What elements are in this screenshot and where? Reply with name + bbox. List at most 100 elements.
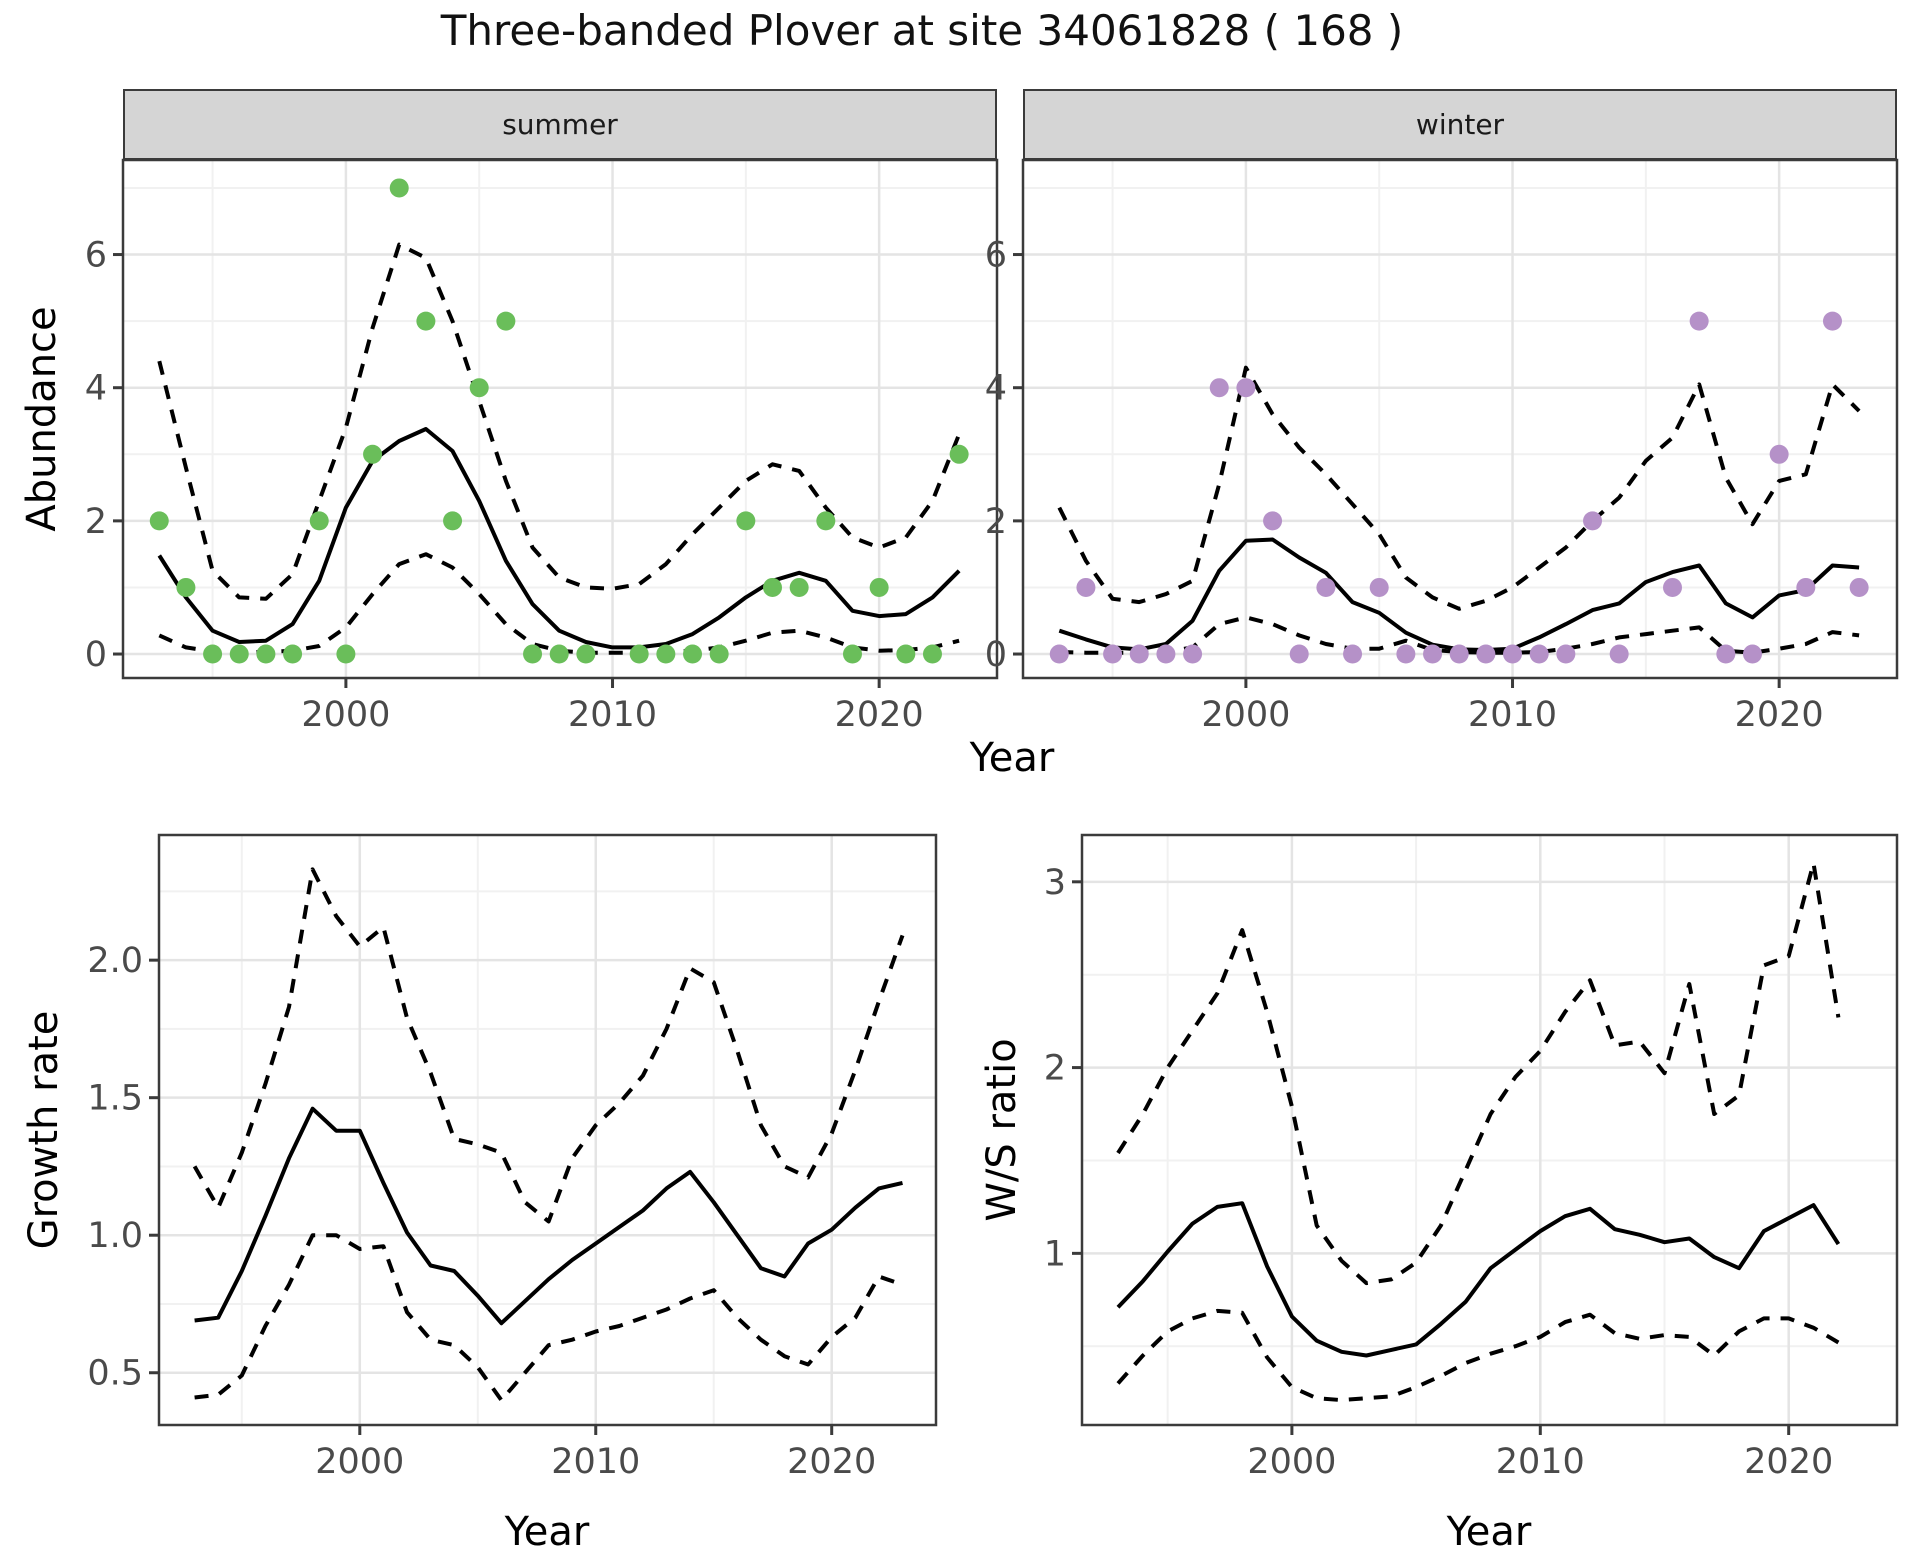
ws-x-tick-label: 2020 bbox=[1744, 1442, 1833, 1482]
summer-x-tick-label: 2000 bbox=[301, 695, 390, 735]
summer-data-point bbox=[816, 511, 836, 531]
summer-y-tick-label: 6 bbox=[85, 236, 107, 276]
facet-strip-summer-label: summer bbox=[502, 108, 618, 141]
summer-data-point bbox=[576, 644, 596, 664]
winter-x-tick-label: 2020 bbox=[1735, 695, 1824, 735]
winter-data-point bbox=[1449, 644, 1469, 664]
summer-y-tick-label: 0 bbox=[85, 635, 107, 675]
growth-x-tick-label: 2020 bbox=[787, 1442, 876, 1482]
summer-x-tick-label: 2020 bbox=[835, 695, 924, 735]
ws-x-tick-label: 2000 bbox=[1247, 1442, 1336, 1482]
summer-data-point bbox=[149, 511, 169, 531]
winter-data-point bbox=[1369, 577, 1389, 597]
winter-data-point bbox=[1156, 644, 1176, 664]
x-axis-title-year-top: Year bbox=[969, 735, 1055, 781]
winter-data-point bbox=[1103, 644, 1123, 664]
winter-data-point bbox=[1209, 378, 1229, 398]
winter-y-tick-label: 4 bbox=[985, 369, 1007, 409]
winter-data-point bbox=[1049, 644, 1069, 664]
summer-data-point bbox=[176, 577, 196, 597]
growth-y-tick-label: 1.5 bbox=[87, 1079, 143, 1119]
y-axis-title-growth-rate: Growth rate bbox=[21, 1010, 67, 1250]
winter-x-tick-label: 2010 bbox=[1468, 695, 1557, 735]
summer-data-point bbox=[709, 644, 729, 664]
winter-data-point bbox=[1503, 644, 1523, 664]
winter-data-point bbox=[1689, 311, 1709, 331]
winter-data-point bbox=[1076, 577, 1096, 597]
facet-strip-summer: summer bbox=[123, 89, 997, 160]
winter-data-point bbox=[1423, 644, 1443, 664]
growth-y-tick-label: 0.5 bbox=[87, 1354, 143, 1394]
summer-data-point bbox=[896, 644, 916, 664]
winter-data-point bbox=[1236, 378, 1256, 398]
winter-data-point bbox=[1316, 577, 1336, 597]
summer-y-tick-label: 2 bbox=[85, 502, 107, 542]
summer-data-point bbox=[309, 511, 329, 531]
facet-strip-winter-label: winter bbox=[1415, 108, 1505, 141]
growth-y-tick-label: 1.0 bbox=[87, 1216, 143, 1256]
ws-y-tick-label: 3 bbox=[1044, 863, 1066, 903]
ws-y-tick-label: 2 bbox=[1044, 1049, 1066, 1089]
summer-data-point bbox=[256, 644, 276, 664]
summer-data-point bbox=[469, 378, 489, 398]
winter-data-point bbox=[1396, 644, 1416, 664]
summer-data-point bbox=[736, 511, 756, 531]
summer-data-point bbox=[629, 644, 649, 664]
winter-data-point bbox=[1663, 577, 1683, 597]
summer-data-point bbox=[656, 644, 676, 664]
winter-data-point bbox=[1289, 644, 1309, 664]
winter-data-point bbox=[1183, 644, 1203, 664]
summer-data-point bbox=[949, 444, 969, 464]
facet-strip-winter: winter bbox=[1023, 89, 1897, 160]
summer-x-tick-label: 2010 bbox=[568, 695, 657, 735]
panel-growth: 2000 2010 2020 0.5 1.0 1.5 2.0 bbox=[87, 833, 938, 1482]
y-axis-title-abundance: Abundance bbox=[19, 306, 65, 532]
winter-data-point bbox=[1263, 511, 1283, 531]
winter-data-point bbox=[1583, 511, 1603, 531]
winter-y-tick-label: 0 bbox=[985, 635, 1007, 675]
winter-y-tick-label: 2 bbox=[985, 502, 1007, 542]
winter-data-point bbox=[1716, 644, 1736, 664]
panel-winter: 2000 2010 2020 0 2 4 6 bbox=[985, 158, 1899, 735]
summer-data-point bbox=[842, 644, 862, 664]
winter-data-point bbox=[1476, 644, 1496, 664]
summer-data-point bbox=[523, 644, 543, 664]
summer-data-point bbox=[229, 644, 249, 664]
summer-data-point bbox=[683, 644, 703, 664]
summer-data-point bbox=[443, 511, 463, 531]
growth-x-tick-label: 2000 bbox=[315, 1442, 404, 1482]
panel-summer: 2000 2010 2020 0 2 4 6 bbox=[85, 158, 999, 735]
winter-data-point bbox=[1556, 644, 1576, 664]
summer-data-point bbox=[869, 577, 889, 597]
winter-data-point bbox=[1343, 644, 1363, 664]
growth-y-tick-label: 2.0 bbox=[87, 941, 143, 981]
page-title: Three-banded Plover at site 34061828 ( 1… bbox=[440, 6, 1404, 55]
ws-y-tick-label: 1 bbox=[1044, 1234, 1066, 1274]
x-axis-title-year-bottom-left: Year bbox=[504, 1509, 590, 1555]
winter-y-tick-label: 6 bbox=[985, 236, 1007, 276]
summer-data-point bbox=[336, 644, 356, 664]
winter-x-tick-label: 2000 bbox=[1201, 695, 1290, 735]
panel-ws: 2000 2010 2020 1 2 3 bbox=[1044, 833, 1899, 1482]
growth-x-tick-label: 2010 bbox=[551, 1442, 640, 1482]
winter-data-point bbox=[1849, 577, 1869, 597]
summer-data-point bbox=[203, 644, 223, 664]
winter-data-point bbox=[1822, 311, 1842, 331]
winter-data-point bbox=[1796, 577, 1816, 597]
winter-data-point bbox=[1129, 644, 1149, 664]
summer-y-tick-label: 4 bbox=[85, 369, 107, 409]
ws-x-tick-label: 2010 bbox=[1496, 1442, 1585, 1482]
summer-data-point bbox=[283, 644, 303, 664]
summer-data-point bbox=[922, 644, 942, 664]
winter-data-point bbox=[1609, 644, 1629, 664]
summer-data-point bbox=[416, 311, 436, 331]
summer-data-point bbox=[496, 311, 516, 331]
summer-data-point bbox=[763, 577, 783, 597]
y-axis-title-ws-ratio: W/S ratio bbox=[979, 1038, 1025, 1222]
summer-data-point bbox=[389, 178, 409, 198]
winter-data-point bbox=[1529, 644, 1549, 664]
summer-data-point bbox=[549, 644, 569, 664]
summer-data-point bbox=[363, 444, 383, 464]
